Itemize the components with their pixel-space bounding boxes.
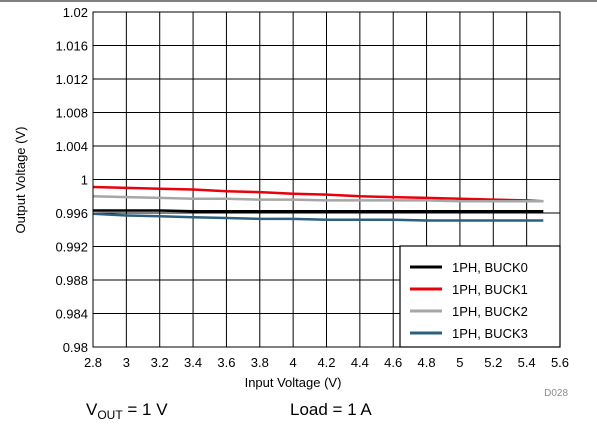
y-axis-title: Output Voltage (V): [13, 127, 28, 234]
y-tick-label: 0.992: [55, 240, 88, 255]
series-group: [92, 185, 544, 222]
x-tick-label: 5: [456, 355, 463, 370]
x-tick-label: 3.6: [217, 355, 235, 370]
y-tick-label: 1.012: [55, 72, 88, 87]
y-tick-labels: 0.98 0.984 0.988 0.992 0.996 1 1.004 1.008 1.012…: [55, 5, 88, 355]
x-tick-label: 3.8: [251, 355, 269, 370]
legend-label: 1PH, BUCK2: [452, 304, 528, 319]
series-line: [92, 185, 544, 203]
series-line: [92, 195, 544, 203]
x-tick-label: 3.4: [184, 355, 202, 370]
series-line: [93, 209, 544, 213]
y-tick-label: 0.988: [55, 273, 88, 288]
vout-subscript: OUT: [97, 408, 123, 422]
legend: 1PH, BUCK0 1PH, BUCK1 1PH, BUCK2 1PH, BUCK3: [399, 245, 561, 348]
x-tick-labels: 2.8 3 3.2 3.4 3.6 3.8 4 4.2 4.4 4.6 4.8 5 5.2 5.4 5.6: [84, 355, 569, 370]
y-tick-label: 0.996: [55, 206, 88, 221]
x-tick-label: 2.8: [84, 355, 102, 370]
x-tick-label: 4.8: [418, 355, 436, 370]
y-tick-label: 0.98: [63, 340, 88, 355]
x-tick-label: 3: [123, 355, 130, 370]
x-tick-label: 3.2: [151, 355, 169, 370]
series-line: [92, 212, 544, 222]
legend-label: 1PH, BUCK0: [452, 260, 528, 275]
x-tick-label: 4: [290, 355, 297, 370]
y-tick-label: 1.016: [55, 39, 88, 54]
vout-symbol: V: [86, 400, 98, 419]
legend-label: 1PH, BUCK1: [452, 282, 528, 297]
y-tick-label: 1.008: [55, 106, 88, 121]
legend-label: 1PH, BUCK3: [452, 326, 528, 341]
figure-id: D028: [544, 388, 568, 399]
x-tick-label: 4.4: [351, 355, 369, 370]
y-tick-label: 0.984: [55, 307, 88, 322]
vout-value: = 1 V: [122, 400, 168, 419]
x-tick-label: 5.6: [551, 355, 569, 370]
y-tick-label: 1.004: [55, 139, 88, 154]
load-condition: Load = 1 A: [290, 400, 372, 419]
x-tick-label: 4.6: [384, 355, 402, 370]
x-tick-label: 5.4: [518, 355, 536, 370]
test-conditions: VOUT = 1 V Load = 1 A: [0, 400, 597, 426]
output-voltage-chart: 0.98 0.984 0.988 0.992 0.996 1 1.004 1.008 1.012…: [0, 0, 597, 399]
plot-frame: [92, 11, 561, 348]
vout-condition: VOUT = 1 V: [86, 400, 168, 422]
y-tick-label: 1.02: [63, 5, 88, 20]
x-axis-title: Input Voltage (V): [245, 375, 342, 390]
x-tick-label: 5.2: [484, 355, 502, 370]
legend-box: [399, 245, 561, 348]
x-tick-label: 4.2: [317, 355, 335, 370]
y-tick-label: 1: [81, 173, 88, 188]
